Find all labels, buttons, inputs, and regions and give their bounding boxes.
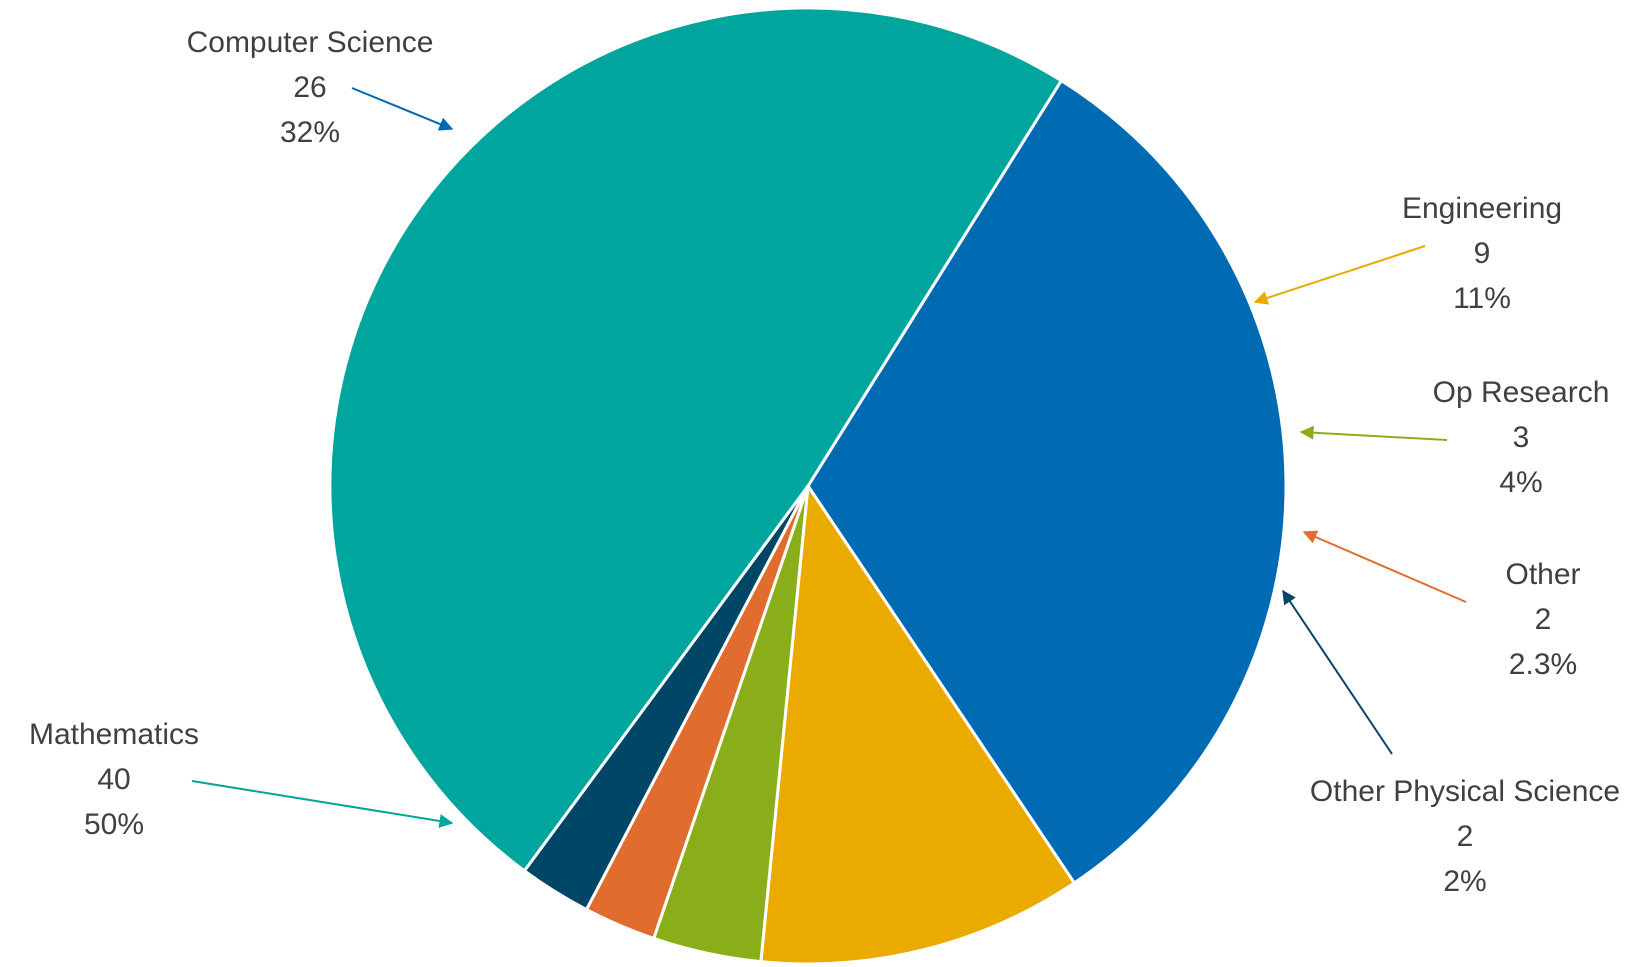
data-label-name-other-physical-science: Other Physical Science [1310, 775, 1620, 808]
leader-arrow-engineering [1253, 245, 1426, 305]
data-label-value-mathematics: 40 [97, 763, 130, 796]
data-label-percent-engineering: 11% [1453, 282, 1511, 315]
data-label-name-computer-science: Computer Science [187, 26, 434, 59]
leader-arrow-other [1302, 530, 1467, 603]
data-label-value-engineering: 9 [1474, 237, 1491, 270]
leader-arrow-op-research [1299, 425, 1448, 441]
pie-slices [328, 6, 1288, 966]
data-label-value-op-research: 3 [1513, 421, 1530, 454]
pie-slice-mathematics [328, 6, 1063, 873]
data-label-name-other: Other [1505, 558, 1580, 591]
leader-arrow-other-physical-science [1282, 589, 1393, 755]
data-label-percent-other: 2.3% [1509, 648, 1577, 681]
data-label-percent-other-physical-science: 2% [1443, 865, 1486, 898]
data-label-percent-computer-science: 32% [280, 116, 340, 149]
data-label-percent-mathematics: 50% [84, 808, 144, 841]
data-label-name-engineering: Engineering [1402, 192, 1562, 225]
pie-slice-computer-science [806, 79, 1288, 885]
leader-arrow-computer-science [351, 87, 454, 131]
data-label-name-op-research: Op Research [1433, 376, 1610, 409]
leader-lines [191, 87, 1467, 828]
pie-slice-engineering [759, 484, 1076, 966]
data-label-value-other: 2 [1535, 603, 1552, 636]
data-label-value-computer-science: 26 [293, 71, 326, 104]
leader-arrow-mathematics [191, 780, 454, 828]
data-label-percent-op-research: 4% [1499, 466, 1542, 499]
data-label-value-other-physical-science: 2 [1457, 820, 1474, 853]
data-label-name-mathematics: Mathematics [29, 718, 199, 751]
